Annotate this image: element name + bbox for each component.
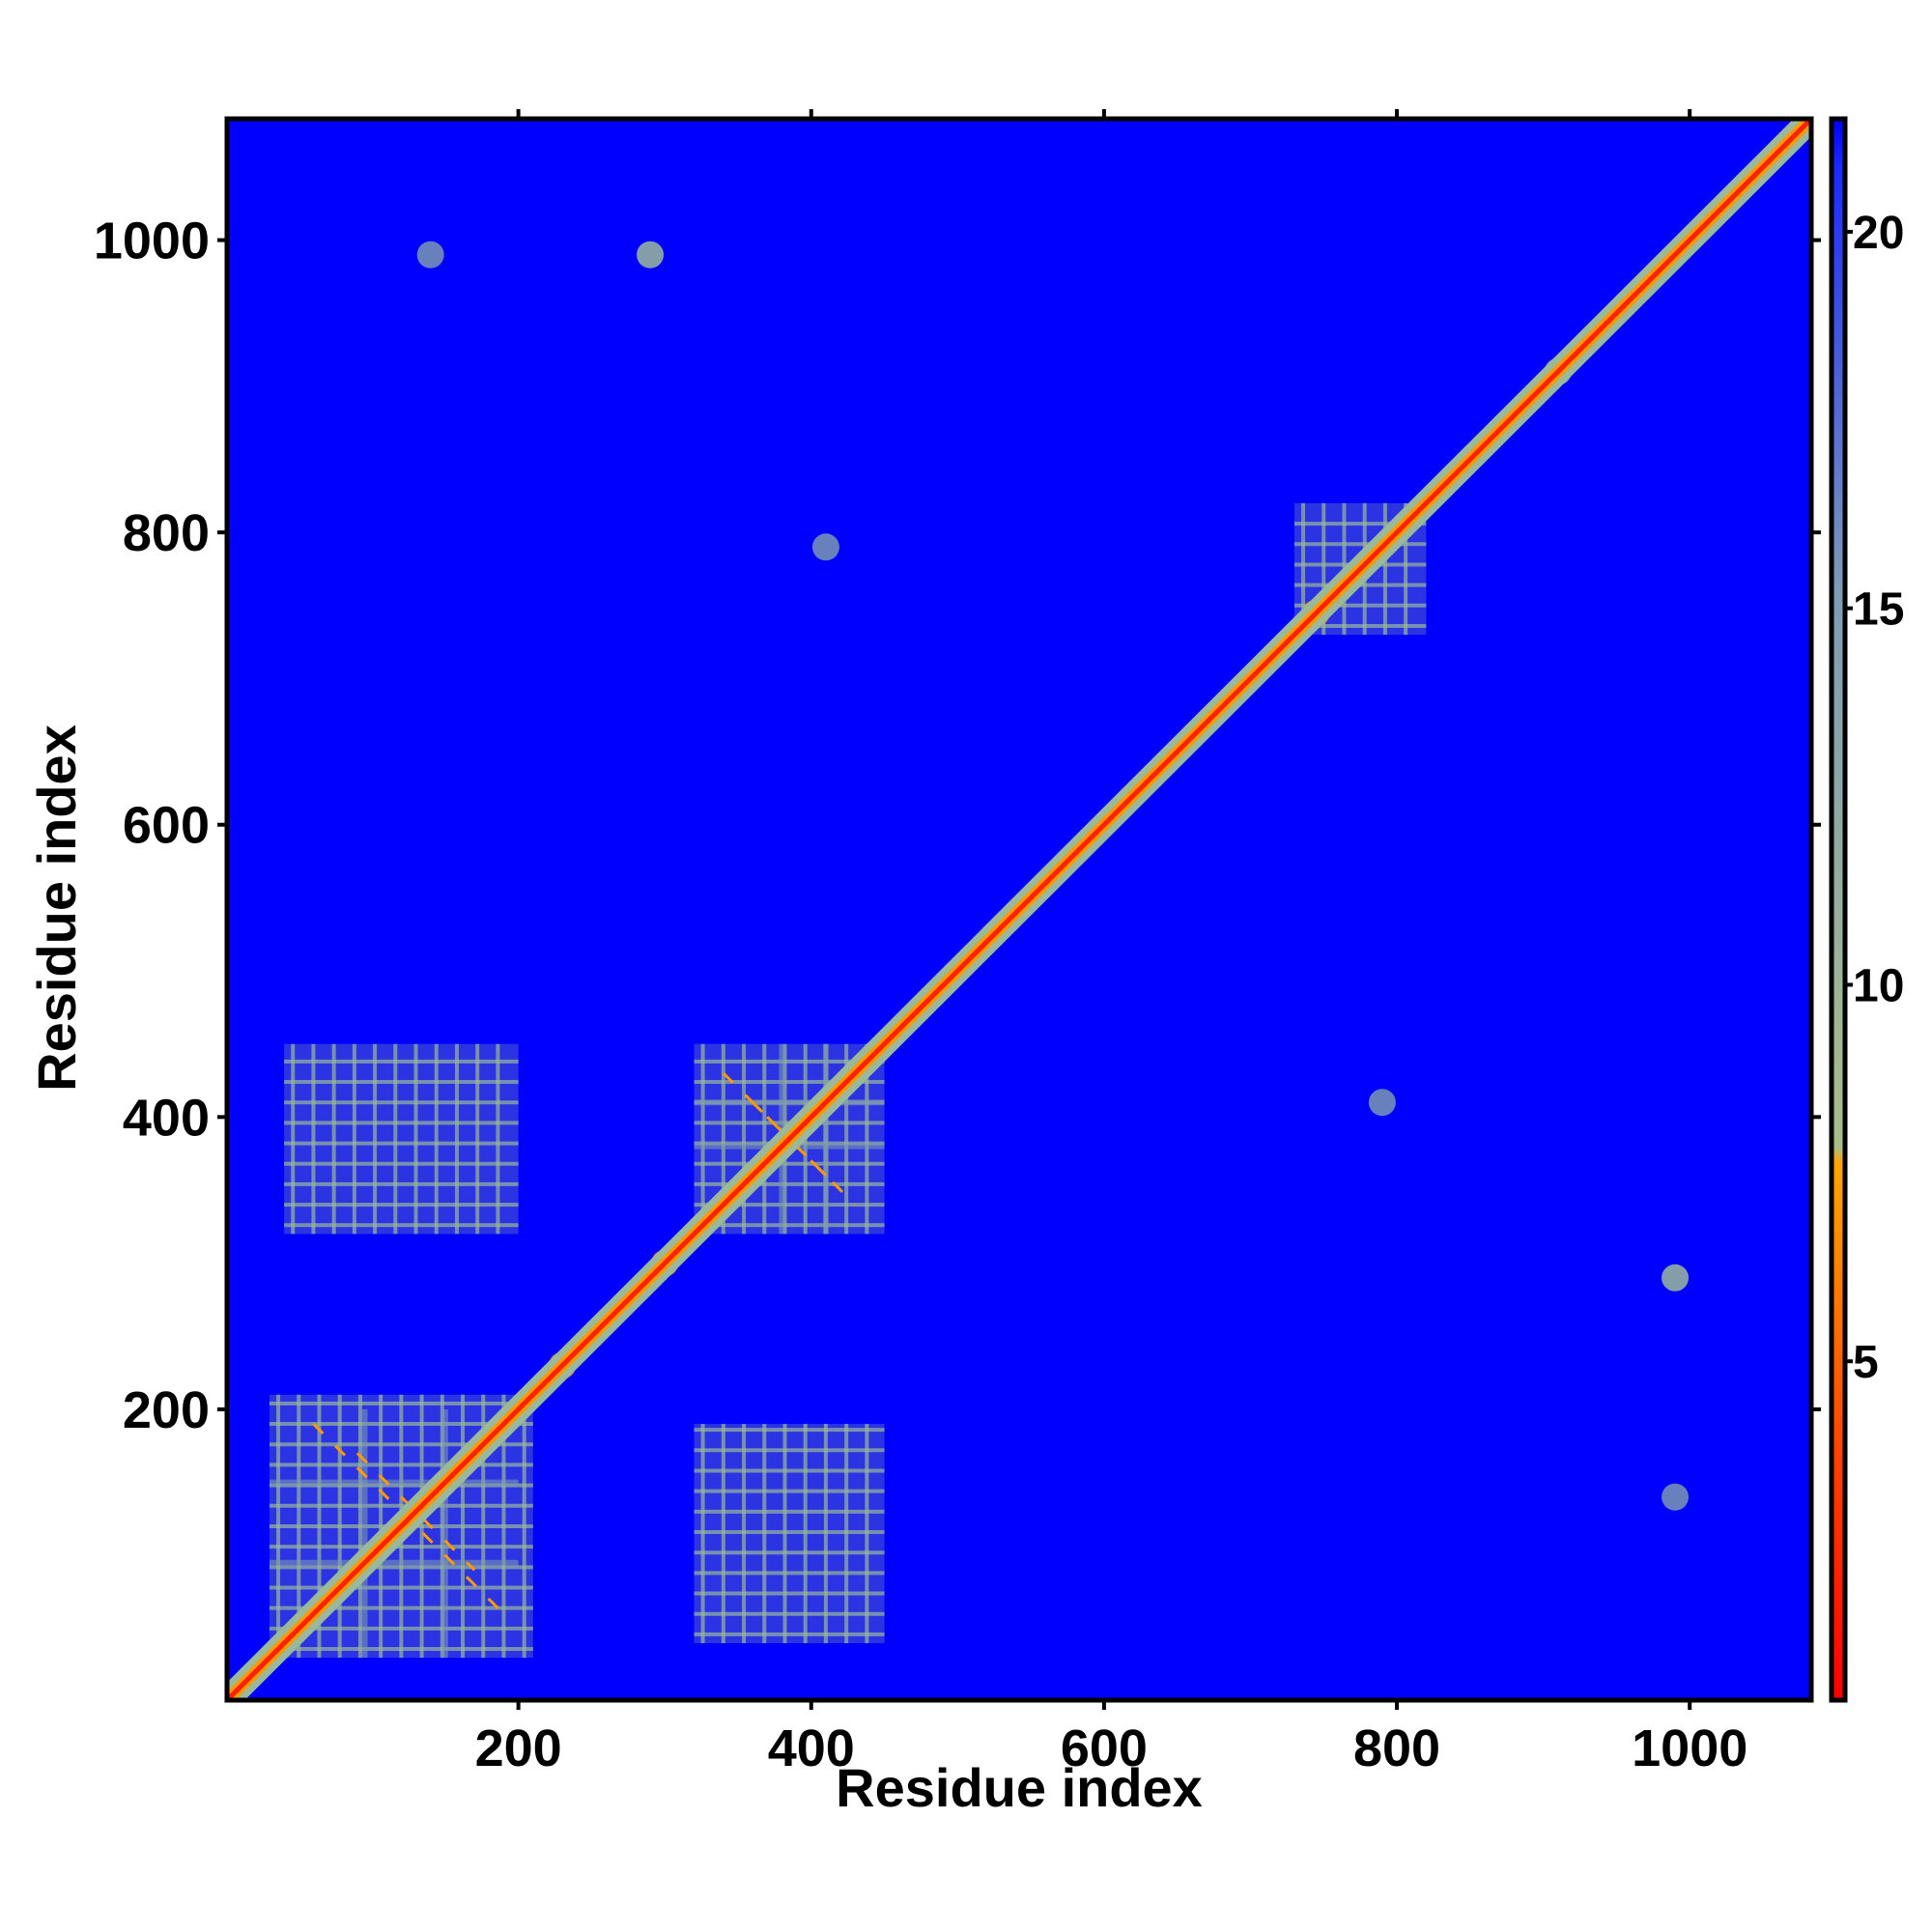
contact-spot xyxy=(811,533,839,561)
x-axis-title: Residue index xyxy=(836,1757,1203,1818)
x-tick-label: 1000 xyxy=(1632,1719,1747,1777)
x-tick-label: 800 xyxy=(1353,1719,1440,1777)
y-tick-label: 200 xyxy=(123,1381,210,1439)
y-tick-label: 800 xyxy=(123,504,210,562)
heatmap-plot-area xyxy=(227,119,1811,1700)
plot-frame xyxy=(224,116,1814,1703)
y-axis: 200 400 600 800 1000 xyxy=(94,213,1821,1439)
colorbar-tick-label: 15 xyxy=(1853,584,1904,636)
x-tick-label: 600 xyxy=(1061,1719,1148,1777)
y-tick-label: 1000 xyxy=(94,213,210,270)
contact-spot xyxy=(1368,1089,1396,1117)
x-tick-label: 200 xyxy=(475,1719,562,1777)
colorbar-tick-label: 20 xyxy=(1853,208,1904,259)
x-axis: 200 400 600 800 1000 xyxy=(475,109,1747,1777)
contact-spot xyxy=(637,241,665,269)
contact-spot xyxy=(416,241,444,269)
y-tick-label: 400 xyxy=(123,1089,210,1147)
contact-block xyxy=(284,1043,519,1235)
colorbar-gradient xyxy=(1829,116,1848,1703)
colorbar-tick-label: 5 xyxy=(1853,1337,1879,1388)
y-tick-label: 600 xyxy=(123,797,210,855)
contact-spot xyxy=(1662,1483,1690,1511)
colorbar-ticks: 5 10 15 20 xyxy=(1845,208,1904,1388)
y-axis-title: Residue index xyxy=(26,724,87,1092)
contact-spot xyxy=(1662,1264,1690,1292)
x-tick-label: 400 xyxy=(768,1719,855,1777)
colorbar-tick-label: 10 xyxy=(1853,960,1904,1011)
heatmap-marks xyxy=(227,119,1811,1700)
colorbar: 5 10 15 20 xyxy=(1829,116,1904,1703)
diagonal-band xyxy=(227,119,1811,1700)
